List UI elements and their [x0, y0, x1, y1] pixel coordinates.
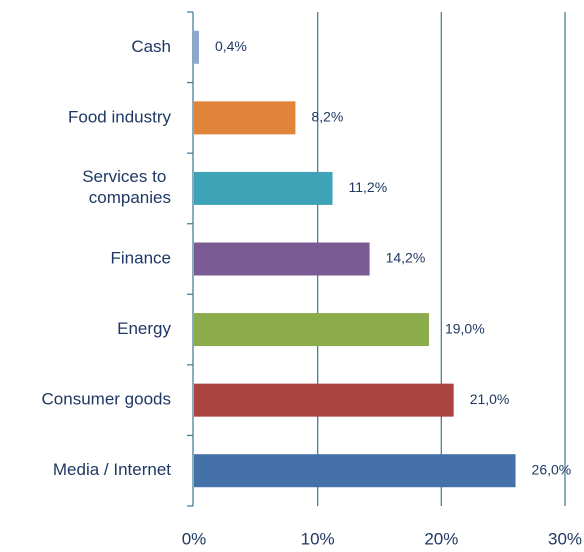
value-label: 21,0%: [470, 391, 510, 407]
value-label: 0,4%: [215, 38, 247, 54]
value-label: 26,0%: [532, 461, 572, 477]
bar: [194, 454, 516, 488]
value-label: 14,2%: [386, 250, 426, 266]
y-tick-label: Cash: [131, 37, 171, 56]
value-label: 11,2%: [349, 179, 388, 195]
bar: [194, 30, 199, 64]
x-tick-label: 0%: [182, 529, 207, 548]
bar: [194, 313, 429, 347]
y-tick-label: Services to companies: [82, 167, 171, 207]
x-tick-label: 30%: [548, 529, 582, 548]
y-tick-label: Consumer goods: [42, 390, 171, 409]
bar: [194, 383, 454, 417]
bar: [194, 101, 296, 135]
x-tick-label: 10%: [301, 529, 335, 548]
y-tick-label: Media / Internet: [53, 460, 171, 479]
value-label: 8,2%: [311, 109, 343, 125]
y-tick-label: Finance: [111, 248, 171, 267]
value-label: 19,0%: [445, 320, 485, 336]
y-tick-label: Food industry: [68, 107, 171, 126]
x-tick-label: 20%: [424, 529, 458, 548]
y-tick-label: Energy: [117, 319, 171, 338]
bar: [194, 242, 370, 276]
bar: [194, 171, 333, 205]
